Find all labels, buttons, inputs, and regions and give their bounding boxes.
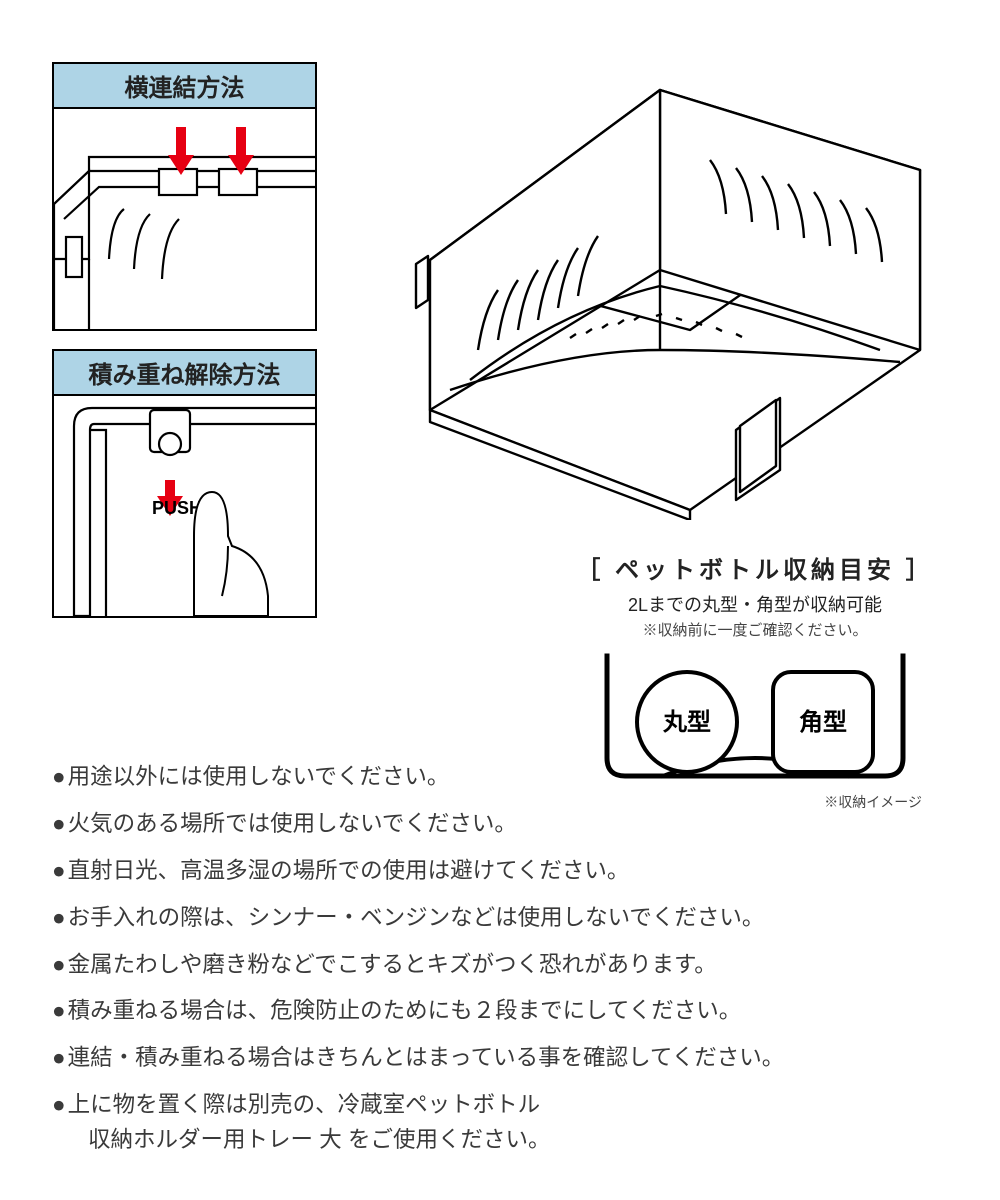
panel-header: 積み重ね解除方法	[54, 351, 315, 396]
warning-list: 用途以外には使用しないでください。火気のある場所では使用しないでください。直射日…	[52, 760, 952, 1170]
warning-item: 用途以外には使用しないでください。	[52, 760, 952, 795]
capacity-title: ［ ペットボトル収納目安 ］	[570, 550, 940, 585]
panel-body: PUSH	[54, 396, 315, 616]
warning-item: 積み重ねる場合は、危険防止のためにも２段までにしてください。	[52, 994, 952, 1029]
shape-round-label: 丸型	[662, 709, 711, 736]
panel-horizontal-connect: 横連結方法	[52, 62, 317, 331]
horizontal-connect-illustration	[54, 109, 315, 329]
capacity-subtitle: 2Lまでの丸型・角型が収納可能	[570, 591, 940, 617]
shape-square-label: 角型	[799, 708, 847, 736]
warning-item: 連結・積み重ねる場合はきちんとはまっている事を確認してください。	[52, 1041, 952, 1076]
warning-item: 直射日光、高温多湿の場所での使用は避けてください。	[52, 854, 952, 889]
panel-body	[54, 109, 315, 329]
instruction-panels: 横連結方法	[52, 62, 317, 636]
warning-item: 金属たわしや磨き粉などでこするとキズがつく恐れがあります。	[52, 948, 952, 983]
product-line-drawing	[360, 50, 950, 520]
warning-item: 上に物を置く際は別売の、冷蔵室ペットボトル収納ホルダー用トレー 大 をご使用くだ…	[52, 1088, 952, 1158]
panel-unstack: 積み重ね解除方法 PUSH	[52, 349, 317, 618]
panel-header: 横連結方法	[54, 64, 315, 109]
unstack-illustration: PUSH	[54, 396, 315, 616]
warning-item: お手入れの際は、シンナー・ベンジンなどは使用しないでください。	[52, 901, 952, 936]
hand-icon	[194, 492, 268, 616]
warning-item: 火気のある場所では使用しないでください。	[52, 807, 952, 842]
capacity-note: ※収納前に一度ご確認ください。	[570, 619, 940, 640]
arrow-icon	[168, 127, 254, 175]
